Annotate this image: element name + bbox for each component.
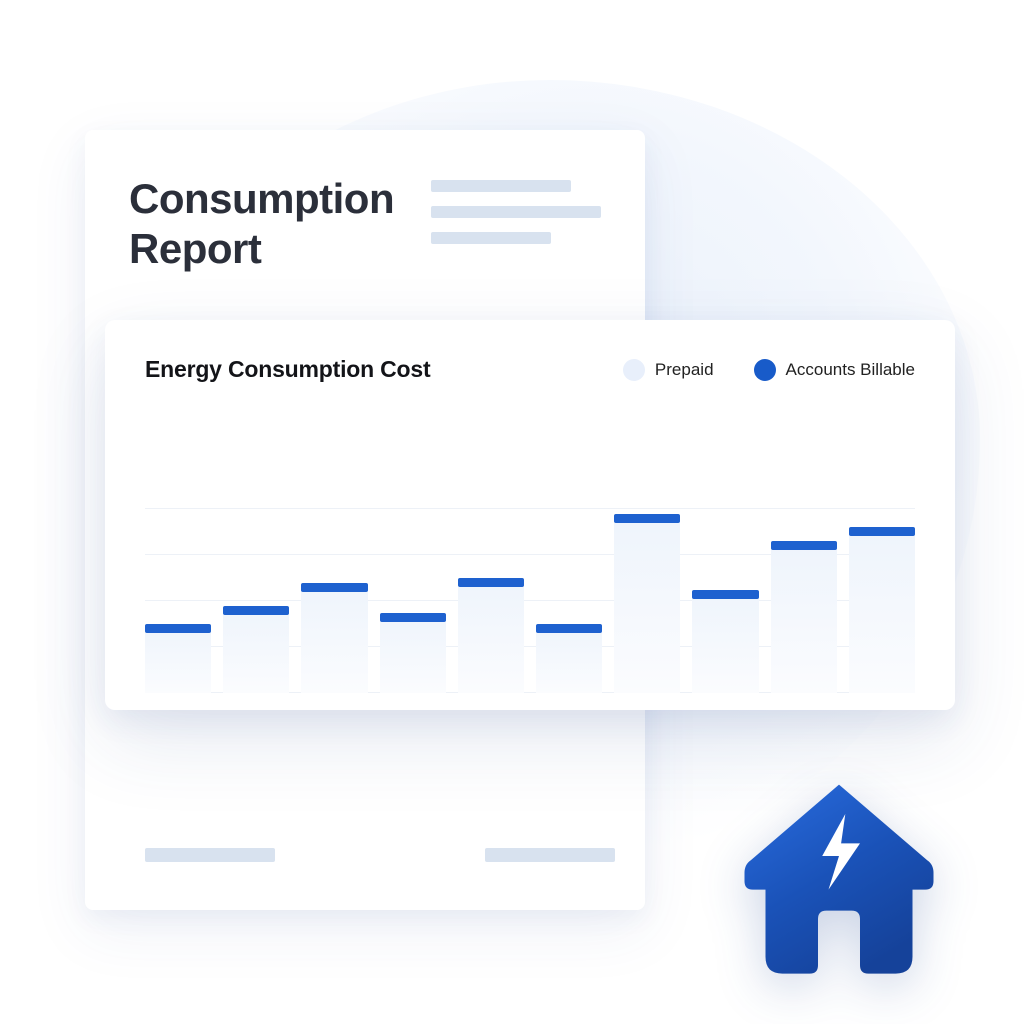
chart-bar: [380, 613, 446, 694]
legend-label-billable: Accounts Billable: [786, 360, 915, 380]
skeleton-line: [431, 180, 571, 192]
chart-bar-cap: [380, 613, 446, 622]
chart-header: Energy Consumption Cost Prepaid Accounts…: [145, 356, 915, 383]
skeleton-footer: [485, 848, 615, 862]
skeleton-footer: [145, 848, 275, 862]
legend-item-billable: Accounts Billable: [754, 359, 915, 381]
legend-label-prepaid: Prepaid: [655, 360, 714, 380]
chart-bar-cap: [301, 583, 367, 592]
chart-bar-cap: [692, 590, 758, 599]
chart-bar: [614, 514, 680, 693]
skeleton-line: [431, 232, 551, 244]
chart-bar: [223, 606, 289, 693]
chart-title: Energy Consumption Cost: [145, 356, 430, 383]
chart-bar: [771, 541, 837, 693]
chart-bar: [145, 624, 211, 693]
chart-bar-cap: [771, 541, 837, 550]
chart-bar-cap: [223, 606, 289, 615]
skeleton-lines: [431, 180, 601, 244]
chart-card: Energy Consumption Cost Prepaid Accounts…: [105, 320, 955, 710]
chart-bar: [301, 583, 367, 693]
legend-item-prepaid: Prepaid: [623, 359, 714, 381]
chart-bar-cap: [614, 514, 680, 523]
chart-bar-cap: [536, 624, 602, 633]
chart-bar-cap: [849, 527, 915, 536]
house-energy-icon: [734, 772, 944, 982]
chart-bar: [692, 590, 758, 694]
legend-dot-prepaid: [623, 359, 645, 381]
chart-bar-cap: [145, 624, 211, 633]
skeleton-line: [431, 206, 601, 218]
chart-bars: [145, 463, 915, 693]
chart-bar: [849, 527, 915, 693]
chart-bar-cap: [458, 578, 524, 587]
chart-bar: [458, 578, 524, 693]
legend-dot-billable: [754, 359, 776, 381]
chart-legend: Prepaid Accounts Billable: [623, 359, 915, 381]
chart-bar: [536, 624, 602, 693]
chart-area: [145, 463, 915, 693]
